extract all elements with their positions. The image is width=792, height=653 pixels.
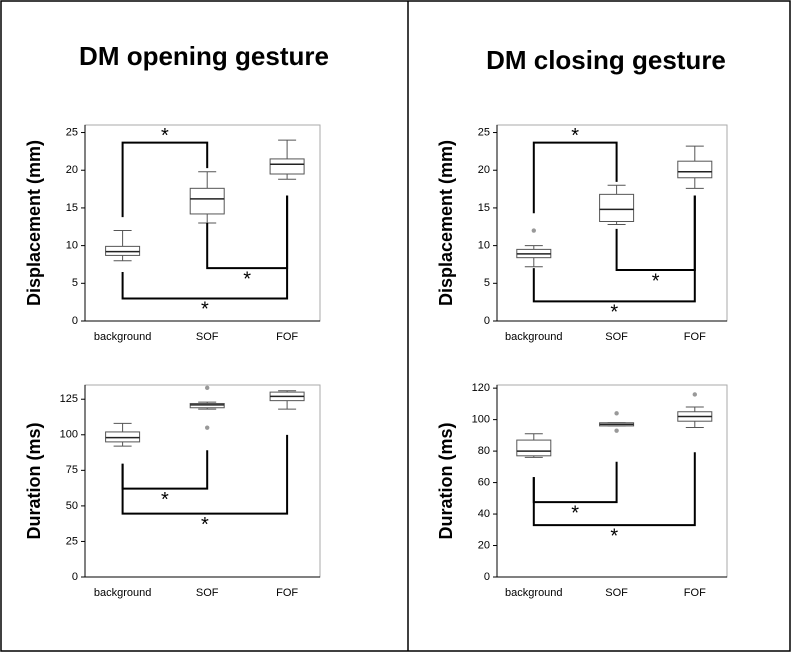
significance-bracket [532, 452, 696, 527]
x-tick-label: SOF [196, 331, 219, 343]
x-tick-label: SOF [196, 587, 219, 599]
y-tick-label: 0 [484, 315, 490, 327]
box [269, 158, 305, 175]
y-tick-label: 20 [66, 164, 78, 176]
box [677, 160, 713, 179]
box [189, 187, 225, 215]
y-tick-label: 50 [66, 500, 78, 512]
box [105, 245, 141, 256]
y-tick-label: 10 [66, 240, 78, 252]
y-tick-label: 15 [66, 202, 78, 214]
y-axis-label: Displacement (mm) [24, 140, 44, 306]
y-tick-label: 0 [484, 571, 490, 583]
y-tick-label: 60 [478, 476, 490, 488]
y-tick-label: 80 [478, 445, 490, 457]
significance-bracket [121, 434, 289, 515]
y-tick-label: 20 [478, 539, 490, 551]
box [516, 439, 552, 457]
y-tick-label: 120 [472, 382, 490, 394]
y-axis-label: Displacement (mm) [436, 140, 456, 306]
significance-star: * [161, 489, 169, 511]
y-tick-label: 100 [60, 429, 78, 441]
significance-bracket [121, 141, 209, 218]
outlier [614, 428, 619, 433]
significance-star: * [161, 125, 169, 147]
plot-frame [84, 384, 321, 578]
x-tick-label: FOF [684, 331, 706, 343]
significance-star: * [652, 270, 660, 292]
outlier [692, 392, 697, 397]
significance-bracket [532, 195, 696, 303]
outlier [205, 425, 210, 430]
plot-frame [496, 124, 728, 322]
y-tick-label: 0 [72, 571, 78, 583]
x-tick-label: SOF [605, 331, 628, 343]
chart-title: DM closing gesture [486, 45, 726, 75]
significance-star: * [201, 514, 209, 536]
significance-star: * [571, 502, 579, 524]
significance-bracket [532, 461, 618, 504]
significance-star: * [243, 268, 251, 290]
significance-bracket [121, 195, 289, 300]
x-tick-label: background [94, 587, 152, 599]
y-tick-label: 0 [72, 315, 78, 327]
x-tick-label: FOF [276, 331, 298, 343]
y-tick-label: 25 [66, 535, 78, 547]
box [599, 193, 635, 222]
significance-star: * [201, 299, 209, 321]
significance-star: * [571, 125, 579, 147]
significance-bracket [532, 141, 618, 214]
outlier [531, 228, 536, 233]
significance-star: * [610, 302, 618, 324]
y-tick-label: 5 [72, 277, 78, 289]
y-tick-label: 5 [484, 277, 490, 289]
y-tick-label: 75 [66, 464, 78, 476]
x-tick-label: background [505, 331, 563, 343]
outlier [205, 385, 210, 391]
x-tick-label: SOF [605, 587, 628, 599]
y-tick-label: 25 [66, 126, 78, 138]
chart-title: DM opening gesture [79, 41, 329, 71]
x-tick-label: background [94, 331, 152, 343]
y-tick-label: 100 [472, 414, 490, 426]
outlier [614, 411, 619, 416]
significance-star: * [610, 525, 618, 547]
x-tick-label: background [505, 587, 563, 599]
y-axis-label: Duration (ms) [436, 422, 456, 539]
y-tick-label: 20 [478, 164, 490, 176]
y-tick-label: 40 [478, 508, 490, 520]
y-tick-label: 15 [478, 202, 490, 214]
y-tick-label: 10 [478, 240, 490, 252]
x-tick-label: FOF [684, 587, 706, 599]
y-axis-label: Duration (ms) [24, 422, 44, 539]
x-tick-label: FOF [276, 587, 298, 599]
y-tick-label: 25 [478, 126, 490, 138]
y-tick-label: 125 [60, 393, 78, 405]
significance-bracket [121, 450, 209, 490]
